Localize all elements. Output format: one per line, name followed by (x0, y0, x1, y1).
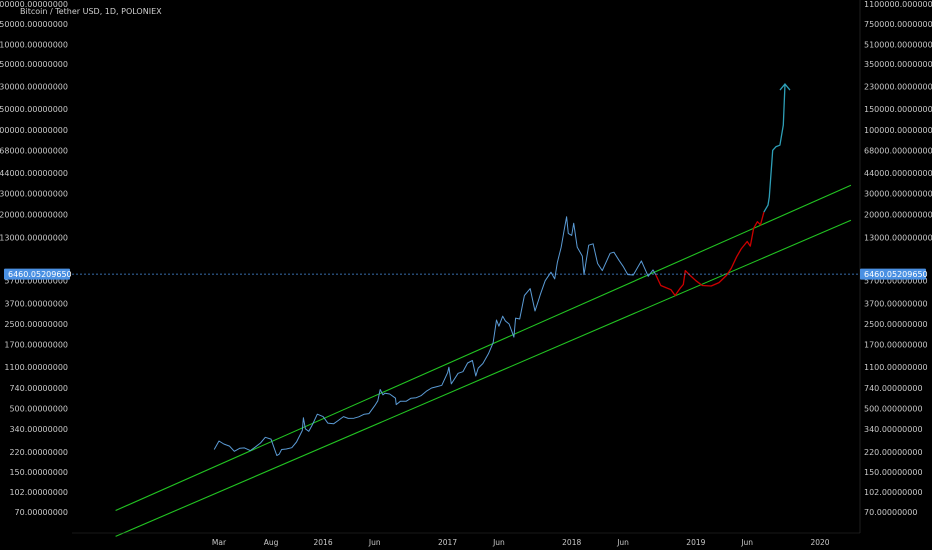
y-tick-label-left: 1700.00000000 (4, 340, 68, 349)
y-tick-label-left: 68000.00000000 (0, 146, 68, 155)
y-tick-label-left: 1100.00000000 (4, 363, 68, 372)
y-tick-label-right: 340.00000000 (864, 425, 923, 434)
y-tick-label-right: 150.00000000 (864, 468, 923, 477)
y-tick-label-left: 220.00000000 (9, 448, 68, 457)
y-tick-label-left: 44000.00000000 (0, 169, 68, 178)
y-tick-label-right: 20000.00000000 (864, 211, 932, 220)
chart-title: Bitcoin / Tether USD, 1D, POLONIEX (20, 7, 162, 16)
y-tick-label-right: 510000.00000000 (864, 40, 932, 49)
y-tick-label-right: 100000.00000000 (864, 126, 932, 135)
y-tick-label-left: 350000.00000000 (0, 60, 68, 69)
y-tick-label-left: 150.00000000 (9, 468, 68, 477)
left-price-axis[interactable]: 1100000.00000000 750000.00000000 510000.00… (0, 0, 68, 517)
y-tick-label-left: 20000.00000000 (0, 211, 68, 220)
y-tick-label-left: 230000.00000000 (0, 82, 68, 91)
y-tick-label-right: 230000.00000000 (864, 82, 932, 91)
x-tick-label: 2020 (810, 538, 829, 547)
y-tick-label-left: 13000.00000000 (0, 233, 68, 242)
y-tick-label-right: 1700.00000000 (864, 340, 928, 349)
y-tick-label-right: 30000.00000000 (864, 189, 932, 198)
y-tick-label-right: 740.00000000 (864, 384, 923, 393)
current-price-line-group: 6460.05209650 6460.05209650 (4, 268, 928, 280)
y-tick-label-left: 740.00000000 (9, 384, 68, 393)
current-price-label-right: 6460.05209650 (864, 270, 928, 279)
time-axis[interactable]: Mar Aug 2016 Jun 2017 Jun 2018 Jun 2019 Jun 2020 (212, 538, 830, 547)
y-tick-label-left: 500.00000000 (9, 405, 68, 414)
x-tick-label: Aug (264, 538, 279, 547)
y-tick-label-left: 150000.00000000 (0, 105, 68, 114)
y-tick-label-left: 5700.00000000 (4, 277, 68, 286)
y-tick-label-left: 340.00000000 (9, 425, 68, 434)
y-tick-label-left: 100000.00000000 (0, 126, 68, 135)
current-price-tag-left (4, 268, 70, 280)
y-tick-label-right: 750000.00000000 (864, 20, 932, 29)
x-tick-label: 2019 (686, 538, 705, 547)
y-tick-label-right: 44000.00000000 (864, 169, 932, 178)
current-price-tag-right (860, 268, 926, 280)
x-tick-label: 2018 (562, 538, 581, 547)
y-tick-label-right: 5700.00000000 (864, 277, 928, 286)
y-tick-label-right: 150000.00000000 (864, 105, 932, 114)
x-tick-label: Jun (616, 538, 629, 547)
y-tick-label-left: 102.00000000 (9, 488, 68, 497)
projection-teal-line (763, 83, 786, 213)
projection-red-line (655, 211, 765, 297)
price-series-line (213, 216, 657, 456)
x-tick-label: 2017 (438, 538, 457, 547)
y-tick-label-right: 1100.00000000 (864, 363, 928, 372)
y-tick-label-right: 70.00000000 (864, 508, 917, 517)
y-tick-label-left: 3700.00000000 (4, 299, 68, 308)
current-price-label-left: 6460.05209650 (8, 270, 72, 279)
right-price-axis[interactable]: 1100000.00000000 750000.00000000 510000.00… (859, 0, 932, 533)
y-tick-label-right: 13000.00000000 (864, 233, 932, 242)
y-tick-label-left: 750000.00000000 (0, 20, 68, 29)
x-tick-label: Mar (212, 538, 227, 547)
series-layer (213, 83, 786, 456)
y-tick-label-right: 2500.00000000 (864, 320, 928, 329)
y-tick-label-left: 510000.00000000 (0, 40, 68, 49)
y-tick-label-left: 70.00000000 (15, 508, 68, 517)
y-tick-label-right: 350000.00000000 (864, 60, 932, 69)
channel-line (115, 184, 852, 512)
y-tick-label-right: 500.00000000 (864, 405, 923, 414)
x-tick-label: Jun (740, 538, 753, 547)
x-tick-label: Jun (492, 538, 505, 547)
arrow-head (779, 83, 791, 91)
y-tick-label-right: 102.00000000 (864, 488, 923, 497)
y-tick-label-right: 3700.00000000 (864, 299, 928, 308)
y-tick-label-left: 1100000.00000000 (0, 0, 68, 9)
arrow-up-icon (779, 83, 791, 91)
y-tick-label-left: 30000.00000000 (0, 189, 68, 198)
y-tick-label-right: 1100000.00000000 (864, 0, 932, 9)
y-tick-label-right: 68000.00000000 (864, 146, 932, 155)
y-tick-label-left: 2500.00000000 (4, 320, 68, 329)
y-tick-label-right: 220.00000000 (864, 448, 923, 457)
x-tick-label: 2016 (314, 538, 333, 547)
x-tick-label: Jun (368, 538, 381, 547)
